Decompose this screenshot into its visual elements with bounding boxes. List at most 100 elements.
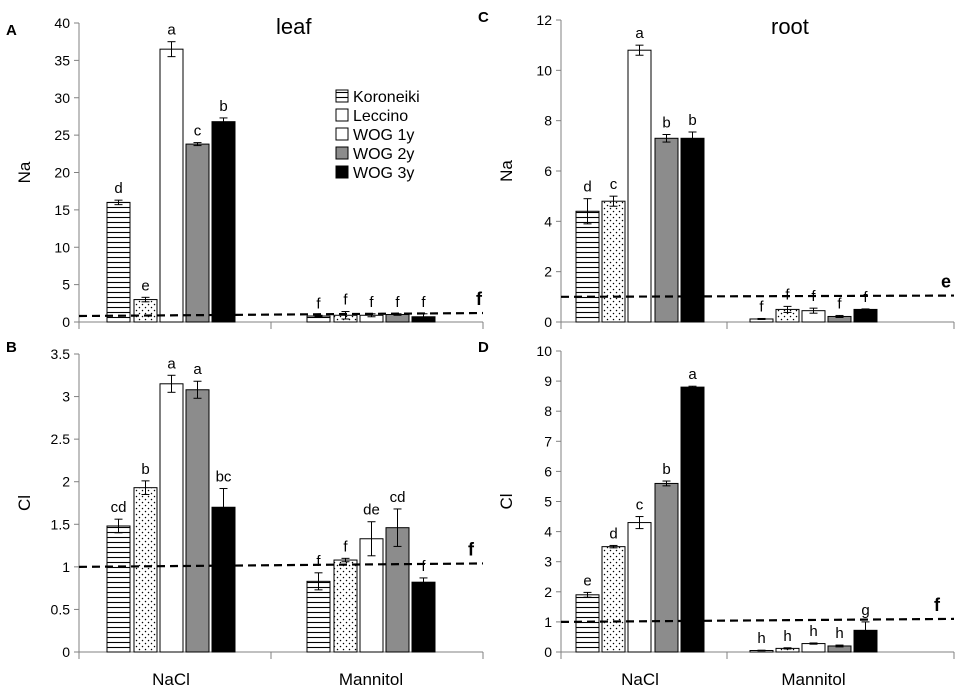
- significance-letter: h: [809, 623, 817, 640]
- reference-line: [560, 294, 955, 298]
- bar-wog2y-nacl: [654, 482, 679, 653]
- y-tick-label: 2: [544, 584, 552, 600]
- significance-letter: a: [167, 355, 176, 372]
- bar-leccino-nacl: [601, 200, 626, 323]
- significance-letter: a: [193, 361, 202, 378]
- reference-line-label: f: [468, 539, 475, 559]
- significance-letter: a: [635, 25, 644, 42]
- y-tick-label: 35: [54, 52, 70, 68]
- y-axis-label: Cl: [15, 495, 34, 511]
- legend-label-leccino: Leccino: [353, 108, 408, 125]
- panel-label: D: [478, 339, 489, 356]
- significance-letter: f: [369, 294, 374, 311]
- significance-letter: d: [114, 180, 122, 197]
- bar-wog2y-nacl: [185, 389, 210, 653]
- bar-koroneiki-mannitol: [306, 580, 331, 653]
- legend-label-koroneiki: Koroneiki: [353, 89, 420, 106]
- chart-panel-B: B Cl 0 0.5 1 1.5 2 2.5 3 3.5 NaCl Mannitol cd f b f a de a…: [6, 339, 484, 689]
- y-axis-label: Cl: [497, 493, 516, 509]
- significance-letter: c: [194, 123, 202, 140]
- y-tick-label: 0: [62, 314, 70, 330]
- significance-letter: h: [783, 628, 791, 645]
- significance-letter: a: [167, 22, 176, 39]
- y-tick-label: 0: [544, 644, 552, 660]
- significance-letter: e: [141, 277, 149, 294]
- significance-letter: de: [363, 502, 380, 519]
- reference-line: [78, 562, 484, 568]
- y-tick-label: 8: [544, 403, 552, 419]
- significance-letter: e: [583, 572, 591, 589]
- y-tick-label: 10: [536, 62, 552, 78]
- y-tick-label: 9: [544, 373, 552, 389]
- significance-letter: a: [688, 366, 697, 383]
- panel-label: C: [478, 9, 489, 26]
- significance-letter: cd: [390, 489, 406, 506]
- significance-letter: b: [219, 98, 227, 115]
- significance-letter: b: [662, 461, 670, 478]
- y-tick-label: 25: [54, 127, 70, 143]
- reference-line: [78, 311, 484, 318]
- y-tick-label: 12: [536, 12, 552, 28]
- significance-letter: f: [863, 289, 868, 306]
- significance-letter: f: [421, 294, 426, 311]
- significance-letter: f: [343, 292, 348, 309]
- significance-letter: bc: [216, 469, 232, 486]
- bar-wog3y-nacl: [680, 137, 705, 323]
- y-tick-label: 2: [62, 474, 70, 490]
- significance-letter: b: [662, 115, 670, 132]
- panel-label: B: [6, 339, 17, 356]
- significance-letter: f: [837, 295, 842, 312]
- significance-letter: f: [316, 295, 321, 312]
- significance-letter: h: [835, 625, 843, 642]
- reference-line-label: e: [941, 272, 951, 292]
- legend-label-wog2y: WOG 2y: [353, 146, 414, 163]
- y-tick-label: 10: [54, 239, 70, 255]
- y-tick-label: 8: [544, 113, 552, 129]
- reference-line-label: f: [476, 289, 483, 309]
- y-tick-label: 6: [544, 163, 552, 179]
- y-tick-label: 5: [544, 494, 552, 510]
- y-tick-label: 3.5: [51, 346, 71, 362]
- bar-leccino-nacl: [133, 299, 158, 323]
- y-tick-label: 15: [54, 202, 70, 218]
- bar-wog1y-mannitol: [801, 643, 826, 653]
- y-tick-label: 0: [544, 314, 552, 330]
- category-label-nacl: NaCl: [152, 670, 190, 689]
- bar-leccino-mannitol: [333, 559, 358, 653]
- y-tick-label: 1: [62, 559, 70, 575]
- panel-title: root: [771, 14, 809, 39]
- significance-letter: f: [395, 294, 400, 311]
- y-tick-label: 3: [544, 554, 552, 570]
- significance-letter: cd: [111, 499, 127, 516]
- category-label-mannitol: Mannitol: [339, 670, 403, 689]
- y-axis-label: Na: [497, 160, 516, 182]
- panel-title: leaf: [276, 14, 312, 39]
- y-tick-label: 1: [544, 614, 552, 630]
- bar-koroneiki-nacl: [106, 525, 131, 653]
- bar-wog3y-nacl: [680, 386, 705, 653]
- y-axis-label: Na: [15, 161, 34, 183]
- bar-wog2y-nacl: [185, 143, 210, 323]
- significance-letter: d: [609, 525, 617, 542]
- bar-leccino-nacl: [133, 487, 158, 653]
- legend-swatch-koroneiki: [335, 89, 349, 103]
- significance-letter: b: [688, 112, 696, 129]
- y-tick-label: 0.5: [51, 601, 71, 617]
- significance-letter: f: [343, 538, 348, 555]
- y-tick-label: 20: [54, 165, 70, 181]
- significance-letter: f: [316, 553, 321, 570]
- legend-label-wog1y: WOG 1y: [353, 127, 414, 144]
- legend-swatch-leccino: [335, 108, 349, 122]
- bar-wog3y-nacl: [211, 506, 236, 653]
- bar-wog1y-nacl: [159, 48, 184, 323]
- bar-wog3y-nacl: [211, 121, 236, 323]
- y-tick-label: 4: [544, 213, 552, 229]
- bar-koroneiki-nacl: [575, 594, 600, 653]
- legend-swatch-wog2y: [335, 146, 349, 160]
- chart-panel-D: D Cl 0 1 2 3 4 5 6 7 8 9 10 NaCl Mannitol e h d h c h b h a g f: [478, 339, 955, 689]
- significance-letter: d: [583, 179, 591, 196]
- y-tick-label: 30: [54, 90, 70, 106]
- bar-wog3y-mannitol: [411, 581, 436, 653]
